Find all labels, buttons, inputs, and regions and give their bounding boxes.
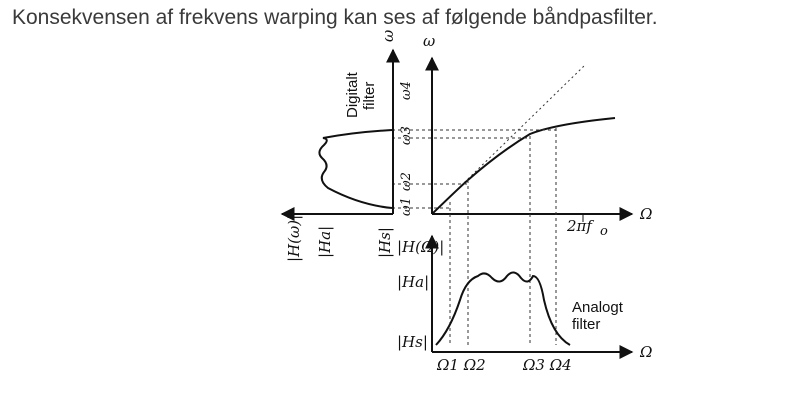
analog-filter-label-2: filter [572, 316, 600, 333]
digital-filter-label-1: Digitalt [344, 71, 361, 118]
Ha-left-label: |Ha| [316, 226, 334, 258]
analog-filter-label-1: Analogt [572, 299, 624, 316]
Omega12-label: Ω1 Ω2 [436, 356, 486, 374]
Omega34-label: Ω3 Ω4 [522, 356, 572, 374]
slide-heading: Konsekvensen af frekvens warping kan ses… [12, 6, 658, 29]
digital-filter-label-2: filter [361, 82, 378, 110]
omega-axis-label-left: ω [379, 30, 397, 42]
omega3-label: ω3 [399, 126, 414, 145]
H-Omega-mag-label: |H(Ω)| [397, 238, 444, 256]
Hs-analog-label: |Hs| [397, 333, 428, 351]
two-pi-fo-label: 2πf [566, 217, 594, 235]
digital-filter-response [318, 129, 393, 209]
omega4-label: ω4 [399, 81, 414, 100]
omega2-label: ω2 [399, 172, 414, 191]
omega1-label: ω1 [399, 197, 414, 216]
mapping-lines [392, 128, 557, 345]
Omega-axis-label-bottom: Ω [639, 343, 652, 361]
warping-curve [431, 117, 616, 215]
Hs-left-label: |Hs| [376, 227, 394, 258]
fo-subscript: o [600, 224, 608, 239]
Ha-analog-label: |Ha| [397, 273, 429, 291]
Omega-axis-label-top: Ω [639, 205, 652, 223]
analog-filter-response [435, 271, 571, 346]
omega-axis-label: ω [423, 32, 435, 50]
H-omega-mag-label: |H(ω)| [285, 215, 303, 262]
